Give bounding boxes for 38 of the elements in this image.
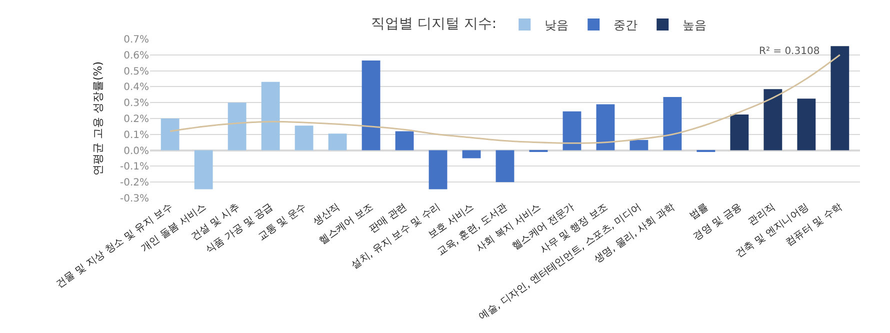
y-tick-label: 0.6% bbox=[124, 50, 149, 62]
y-tick-label: 0.2% bbox=[124, 114, 149, 125]
bar bbox=[764, 89, 782, 150]
bar bbox=[395, 131, 414, 150]
legend-title: 직업별 디지털 지수: bbox=[371, 16, 497, 32]
bar bbox=[797, 98, 816, 150]
y-tick-label: -0.3% bbox=[120, 194, 149, 204]
bar bbox=[830, 46, 850, 150]
bar bbox=[730, 114, 749, 150]
bar bbox=[294, 126, 314, 150]
bar bbox=[362, 60, 380, 150]
bar bbox=[663, 97, 682, 150]
x-tick-label: 법률 bbox=[688, 202, 711, 222]
legend-label: 낮음 bbox=[544, 18, 569, 32]
y-tick-label: 0.1% bbox=[124, 130, 149, 141]
bar bbox=[160, 118, 180, 150]
bar bbox=[194, 150, 213, 190]
bar bbox=[328, 134, 347, 150]
y-tick-label: -0.2% bbox=[120, 178, 149, 189]
y-tick-label: 0.3% bbox=[124, 98, 149, 110]
bar bbox=[596, 104, 615, 150]
annotation: R² = 0.3108 bbox=[759, 46, 820, 57]
bar bbox=[496, 150, 514, 182]
bar bbox=[261, 82, 280, 150]
bar bbox=[462, 150, 481, 158]
bar bbox=[630, 140, 648, 150]
y-tick-label: 0.4% bbox=[124, 82, 149, 94]
line-series bbox=[169, 54, 841, 144]
y-tick-label: 0.0% bbox=[124, 146, 149, 157]
legend-label: 중간 bbox=[614, 18, 638, 32]
y-tick-label: 0.5% bbox=[124, 66, 149, 78]
bar bbox=[562, 111, 582, 150]
y-axis-title: 연평균 고용 성장률(%) bbox=[92, 61, 105, 176]
legend-label: 높음 bbox=[682, 18, 707, 32]
y-tick-label: 0.7% bbox=[124, 34, 149, 46]
y-tick-label: -0.1% bbox=[120, 162, 149, 173]
bar bbox=[228, 102, 246, 150]
bar bbox=[428, 150, 448, 190]
